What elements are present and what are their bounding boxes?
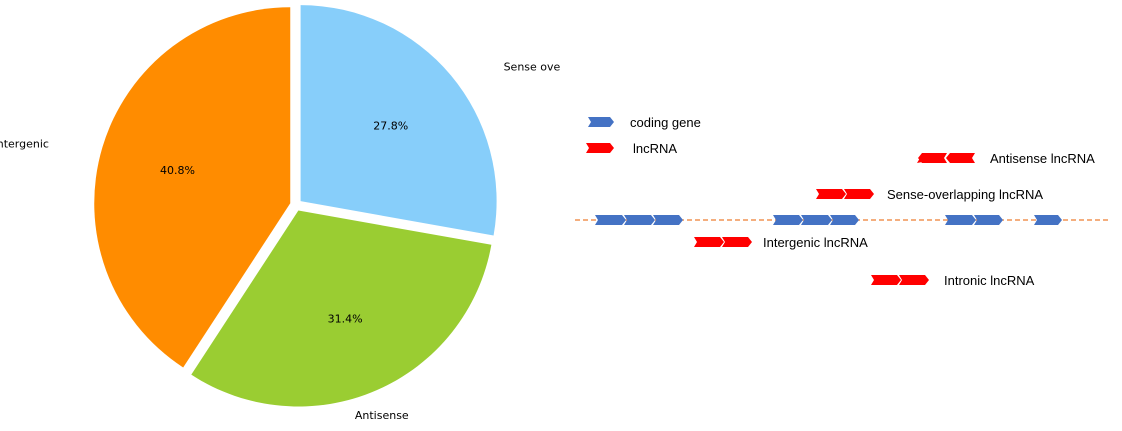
pie-chart: 27.8% Sense overlapping 31.4% Antisense 40.8… bbox=[0, 5, 560, 422]
red-arrow-icon bbox=[694, 237, 724, 247]
pie-slice-sense-overlapping bbox=[300, 5, 497, 236]
legend-lncrna: lncRNA bbox=[586, 141, 677, 156]
blue-arrow-icon bbox=[588, 117, 614, 127]
label-antisense-lncrna: Antisense lncRNA bbox=[990, 151, 1095, 166]
pie-slice-intergenic bbox=[94, 7, 291, 368]
red-arrow-icon bbox=[844, 189, 874, 199]
pie-pct-label: 31.4% bbox=[328, 312, 363, 325]
antisense-lncrna-group: Antisense lncRNA bbox=[917, 151, 1095, 166]
red-arrow-icon bbox=[918, 153, 947, 163]
blue-arrow-icon bbox=[653, 215, 683, 225]
blue-arrow-icon bbox=[595, 215, 626, 225]
legend-label-coding-gene: coding gene bbox=[630, 115, 701, 130]
pie-pct-label: 40.8% bbox=[160, 164, 195, 177]
blue-arrow-icon bbox=[830, 215, 859, 225]
intergenic-lncrna-group: Intergenic lncRNA bbox=[694, 235, 868, 250]
legend-label-lncrna: lncRNA bbox=[633, 141, 677, 156]
pie-category-label: intergenic bbox=[0, 137, 49, 150]
intronic-lncrna-group: Intronic lncRNA bbox=[871, 273, 1035, 288]
coding-genes-on-line bbox=[595, 215, 1062, 225]
red-arrow-icon bbox=[816, 189, 846, 199]
blue-arrow-icon bbox=[773, 215, 803, 225]
label-intronic-lncrna: Intronic lncRNA bbox=[944, 273, 1035, 288]
red-arrow-icon bbox=[946, 153, 975, 163]
red-arrow-icon bbox=[586, 143, 614, 153]
label-sense-overlapping-lncrna: Sense-overlapping lncRNA bbox=[887, 187, 1043, 202]
label-intergenic-lncrna: Intergenic lncRNA bbox=[763, 235, 868, 250]
pie-slice-antisense bbox=[191, 210, 492, 407]
pie-category-label: Sense overlapping bbox=[504, 60, 560, 73]
blue-arrow-icon bbox=[945, 215, 976, 225]
blue-arrow-icon bbox=[974, 215, 1003, 225]
red-arrow-icon bbox=[722, 237, 752, 247]
pie-category-label: Antisense bbox=[355, 409, 409, 422]
blue-arrow-icon bbox=[1034, 215, 1062, 225]
sense-overlapping-lncrna-group: Sense-overlapping lncRNA bbox=[816, 187, 1043, 202]
red-arrow-icon bbox=[899, 275, 929, 285]
lncrna-diagram: coding gene lncRNA Antisense lncRNA Sens… bbox=[575, 115, 1110, 288]
legend-coding-gene: coding gene bbox=[588, 115, 701, 130]
blue-arrow-icon bbox=[624, 215, 655, 225]
blue-arrow-icon bbox=[801, 215, 832, 225]
pie-pct-label: 27.8% bbox=[373, 120, 408, 133]
red-arrow-icon bbox=[871, 275, 901, 285]
